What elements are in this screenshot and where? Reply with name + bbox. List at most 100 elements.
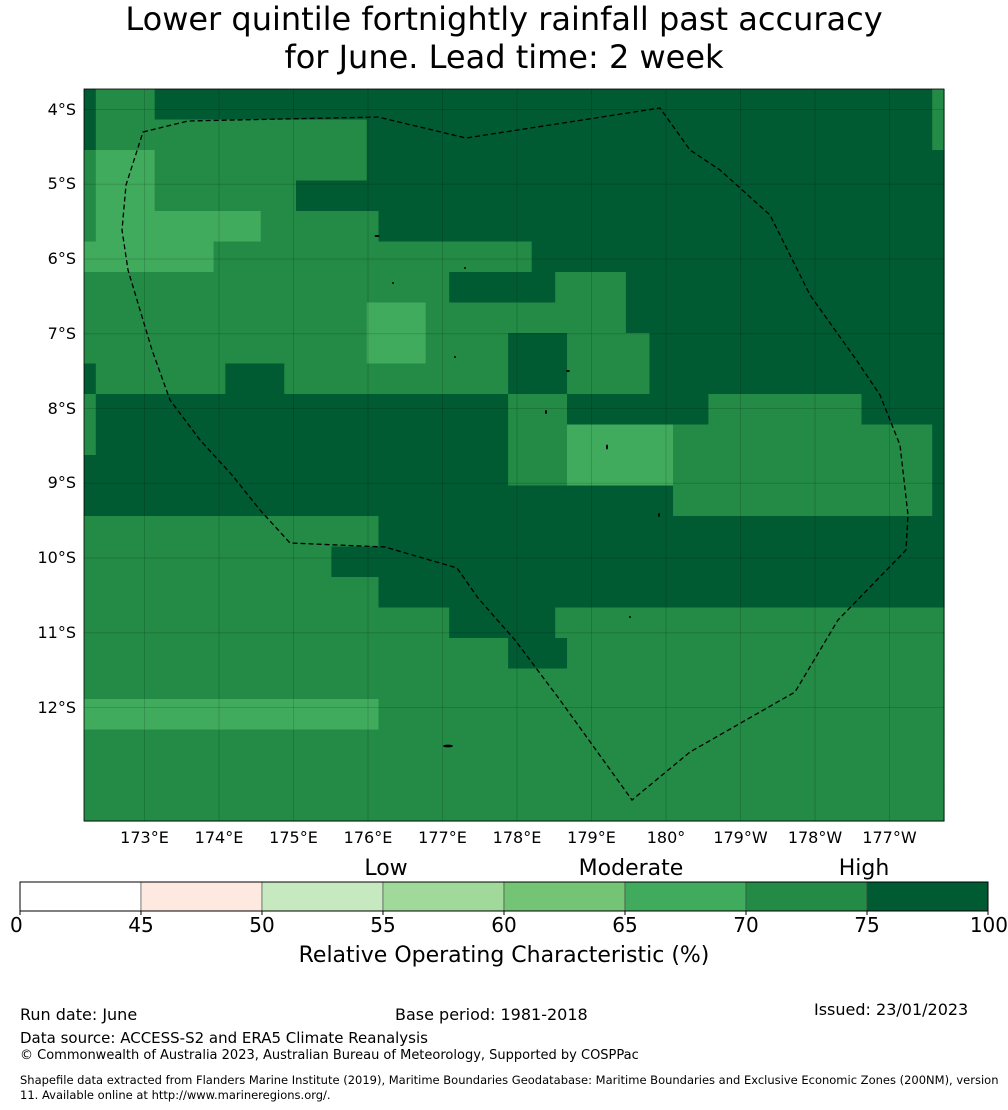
colorbar-tick-label: 0 bbox=[10, 913, 23, 937]
map-cell bbox=[84, 607, 450, 639]
map-cell bbox=[555, 607, 945, 639]
island bbox=[464, 267, 466, 269]
map-cell bbox=[567, 455, 674, 487]
colorbar-tick-label: 65 bbox=[612, 913, 638, 937]
map-cell bbox=[567, 394, 709, 426]
colorbar-segment bbox=[261, 881, 384, 912]
map-cell bbox=[84, 638, 509, 670]
map-cell bbox=[84, 699, 380, 731]
lon-label: 177°W bbox=[862, 828, 917, 847]
issued-date: Issued: 23/01/2023 bbox=[814, 1000, 969, 1019]
map-cell bbox=[932, 89, 945, 121]
colorbar-tick-label: 50 bbox=[249, 913, 275, 937]
map-cell bbox=[84, 89, 97, 121]
lon-label: 178°W bbox=[787, 828, 843, 847]
map-cell bbox=[673, 455, 933, 487]
category-moderate: Moderate bbox=[578, 856, 684, 881]
run-date: Run date: June bbox=[20, 1005, 138, 1024]
map-cell bbox=[84, 485, 674, 517]
map-cell bbox=[95, 424, 509, 456]
map-cell bbox=[932, 424, 945, 456]
map-cell bbox=[567, 638, 945, 670]
category-low: Low bbox=[364, 856, 408, 881]
map-cell bbox=[154, 180, 297, 212]
colorbar-segment bbox=[503, 881, 626, 912]
lat-label: 6°S bbox=[47, 249, 76, 268]
base-period: Base period: 1981-2018 bbox=[395, 1005, 588, 1024]
map-cell bbox=[84, 241, 215, 273]
colorbar-segment bbox=[382, 881, 505, 912]
colorbar-segment bbox=[866, 881, 989, 912]
map-cell bbox=[84, 424, 97, 456]
island bbox=[629, 616, 631, 618]
map-cell bbox=[84, 516, 380, 548]
map-cell bbox=[95, 180, 156, 212]
map-cell bbox=[708, 394, 863, 426]
eez-boundary bbox=[121, 107, 909, 801]
map-cell bbox=[84, 211, 97, 243]
map-cell bbox=[425, 333, 509, 365]
map-cell bbox=[673, 485, 933, 517]
colorbar-segment bbox=[624, 881, 747, 912]
map-cell bbox=[625, 302, 945, 334]
map-cell bbox=[366, 302, 427, 334]
lat-label: 11°S bbox=[37, 622, 76, 642]
map-cell bbox=[649, 363, 945, 395]
map-cell bbox=[366, 333, 427, 365]
lat-label: 12°S bbox=[37, 697, 76, 717]
map-cells bbox=[84, 89, 945, 822]
colorbar-tick-label: 100 bbox=[969, 913, 1008, 937]
colorbar-title: Relative Operating Characteristic (%) bbox=[298, 943, 710, 968]
shapefile-credit: Shapefile data extracted from Flanders M… bbox=[20, 1073, 999, 1102]
title-line-1: Lower quintile fortnightly rainfall past… bbox=[125, 0, 883, 38]
map-cell bbox=[95, 211, 262, 243]
map-cell bbox=[296, 180, 945, 212]
lon-label: 179°E bbox=[567, 828, 616, 847]
island bbox=[374, 235, 380, 237]
map-cell bbox=[154, 150, 368, 182]
map-cell bbox=[84, 363, 97, 395]
map-cell bbox=[84, 394, 97, 426]
map-cell bbox=[95, 119, 368, 151]
colorbar-tick-label: 70 bbox=[733, 913, 759, 937]
map-cell bbox=[567, 424, 674, 456]
island bbox=[545, 410, 547, 414]
map-cell bbox=[84, 180, 97, 212]
map-cell bbox=[567, 333, 651, 365]
colorbar-segment bbox=[19, 881, 142, 912]
map-cell bbox=[378, 699, 945, 731]
map-cell bbox=[932, 455, 945, 487]
lon-label: 179°W bbox=[713, 828, 768, 847]
copyright: © Commonwealth of Australia 2023, Austra… bbox=[20, 1048, 639, 1063]
map-cell bbox=[649, 333, 945, 365]
map-cell bbox=[366, 150, 945, 182]
map-cell bbox=[84, 272, 450, 304]
map-cell bbox=[84, 790, 945, 822]
category-high: High bbox=[838, 856, 890, 881]
map-cell bbox=[331, 546, 945, 578]
island bbox=[566, 370, 570, 372]
lat-label: 7°S bbox=[47, 323, 76, 343]
map-cell bbox=[378, 516, 945, 548]
title-line-2: for June. Lead time: 2 week bbox=[284, 38, 724, 76]
map-cell bbox=[84, 150, 97, 182]
map-cell bbox=[378, 211, 945, 243]
map-cell bbox=[449, 607, 556, 639]
map-cell bbox=[225, 363, 285, 395]
colorbar-tick-label: 60 bbox=[491, 913, 517, 937]
lon-label: 178°E bbox=[492, 828, 542, 847]
map-cell bbox=[95, 89, 156, 121]
data-source: Data source: ACCESS-S2 and ERA5 Climate … bbox=[20, 1029, 428, 1047]
map-cell bbox=[95, 363, 226, 395]
island bbox=[443, 744, 453, 748]
lon-label: 173°E bbox=[120, 828, 169, 847]
colorbar bbox=[19, 881, 989, 915]
map-cell bbox=[95, 394, 509, 426]
colorbar-tick-label: 75 bbox=[854, 913, 880, 937]
map-cell bbox=[567, 363, 651, 395]
map-cell bbox=[932, 485, 945, 517]
colorbar-tick-label: 45 bbox=[128, 913, 154, 937]
map-cell bbox=[84, 577, 380, 609]
island bbox=[606, 444, 608, 450]
